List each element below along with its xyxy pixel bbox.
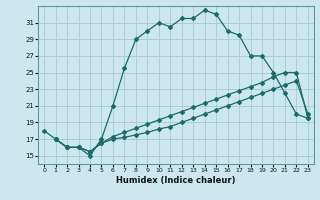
X-axis label: Humidex (Indice chaleur): Humidex (Indice chaleur)	[116, 176, 236, 185]
